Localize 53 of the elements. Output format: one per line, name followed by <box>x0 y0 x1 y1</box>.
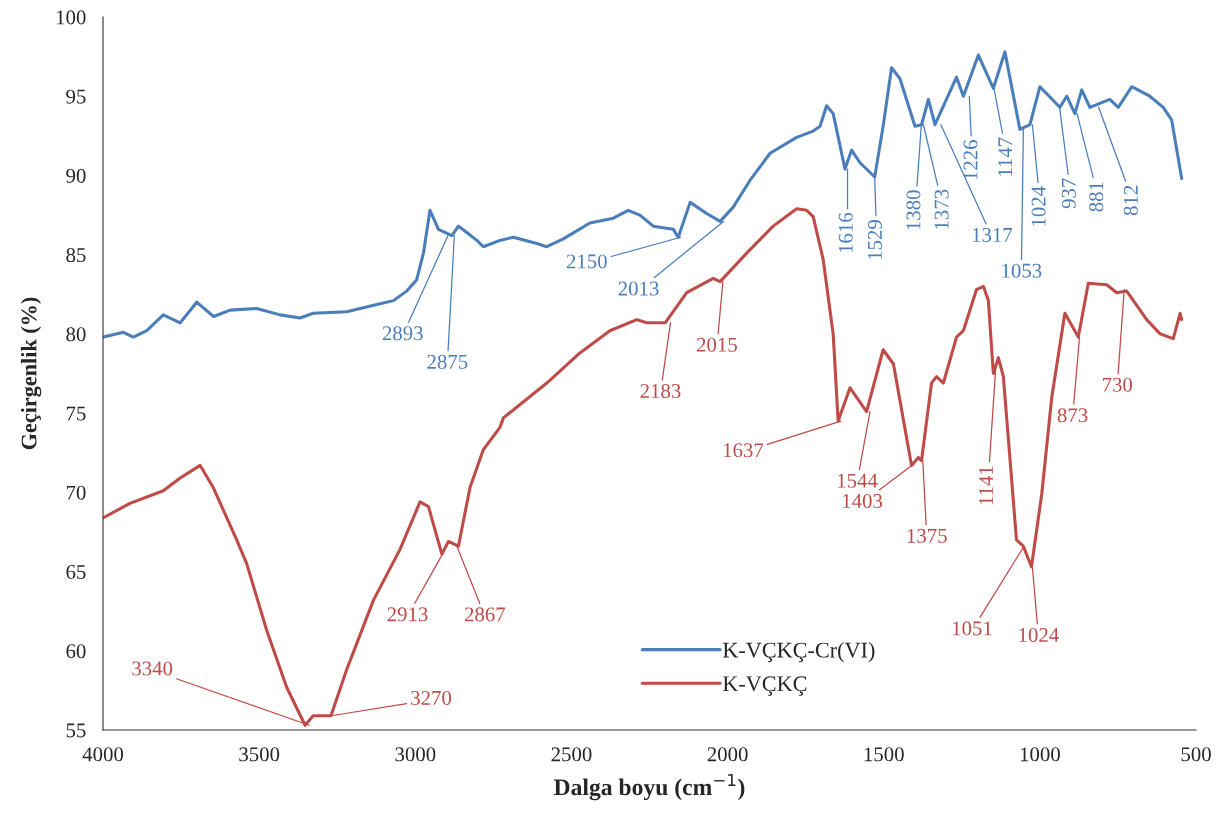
y-axis-title: Geçirgenlik (%) <box>20 297 42 450</box>
legend-label: K-VÇKÇ <box>722 676 807 696</box>
y-tick-label: 55 <box>66 723 86 738</box>
y-tick-label: 60 <box>66 644 86 659</box>
annotation: 1147 <box>998 137 1012 176</box>
annotation: 1375 <box>907 528 947 543</box>
y-tick-label: 70 <box>66 485 86 500</box>
annotation: 1024 <box>1019 627 1059 643</box>
annotation: 1053 <box>1002 263 1042 278</box>
x-tick-label: 1000 <box>1020 747 1060 762</box>
x-tick-label: 3500 <box>239 747 280 762</box>
y-tick-label: 80 <box>66 327 86 342</box>
annotation: 1529 <box>867 220 882 260</box>
y-tick-label: 90 <box>66 168 86 183</box>
annotation: 1637 <box>723 443 764 458</box>
annotation: 2875 <box>427 354 468 369</box>
annotation: 1141 <box>979 466 993 505</box>
annotation: 2867 <box>464 607 506 622</box>
annotation: 873 <box>1057 408 1088 423</box>
x-tick-label: 2500 <box>551 747 592 762</box>
y-tick-label: 65 <box>66 565 86 579</box>
annotation: 3340 <box>132 661 173 676</box>
annotation: 2150 <box>566 254 607 269</box>
x-tick-label: 2000 <box>707 747 748 762</box>
annotation: 1403 <box>843 493 883 509</box>
annotation: 730 <box>1102 377 1133 392</box>
annotation: 1317 <box>972 227 1013 242</box>
legend-label: K-VÇKÇ-Cr(VI) <box>722 641 875 663</box>
annotation: 1616 <box>838 212 853 253</box>
annotation: 2893 <box>382 326 423 341</box>
annotation: 2013 <box>618 281 659 296</box>
annotation: 1024 <box>1031 186 1046 226</box>
x-tick-label: 500 <box>1181 747 1211 762</box>
annotation: 881 <box>1089 182 1104 212</box>
y-tick-label: 75 <box>66 406 86 421</box>
annotation: 2015 <box>697 337 737 352</box>
annotation: 2183 <box>640 383 681 399</box>
y-tick-label: 100 <box>56 10 86 25</box>
annotation: 1226 <box>963 140 978 180</box>
annotation: 2913 <box>387 607 428 622</box>
annotation: 1380 <box>906 190 921 230</box>
annotation: 937 <box>1061 178 1076 209</box>
y-tick-label: 95 <box>66 89 86 104</box>
annotation: 1051 <box>952 621 992 636</box>
y-tick-label: 85 <box>66 248 86 263</box>
x-tick-label: 3000 <box>395 747 436 762</box>
annotation: 1373 <box>934 189 949 229</box>
x-axis-title: Dalga boyu (cm$^{−1}$) <box>553 773 745 801</box>
annotation: 812 <box>1123 185 1138 216</box>
x-tick-label: 4000 <box>82 747 124 762</box>
annotation: 1544 <box>838 473 878 488</box>
x-tick-label: 1500 <box>864 747 904 762</box>
annotation: 3270 <box>411 690 452 705</box>
